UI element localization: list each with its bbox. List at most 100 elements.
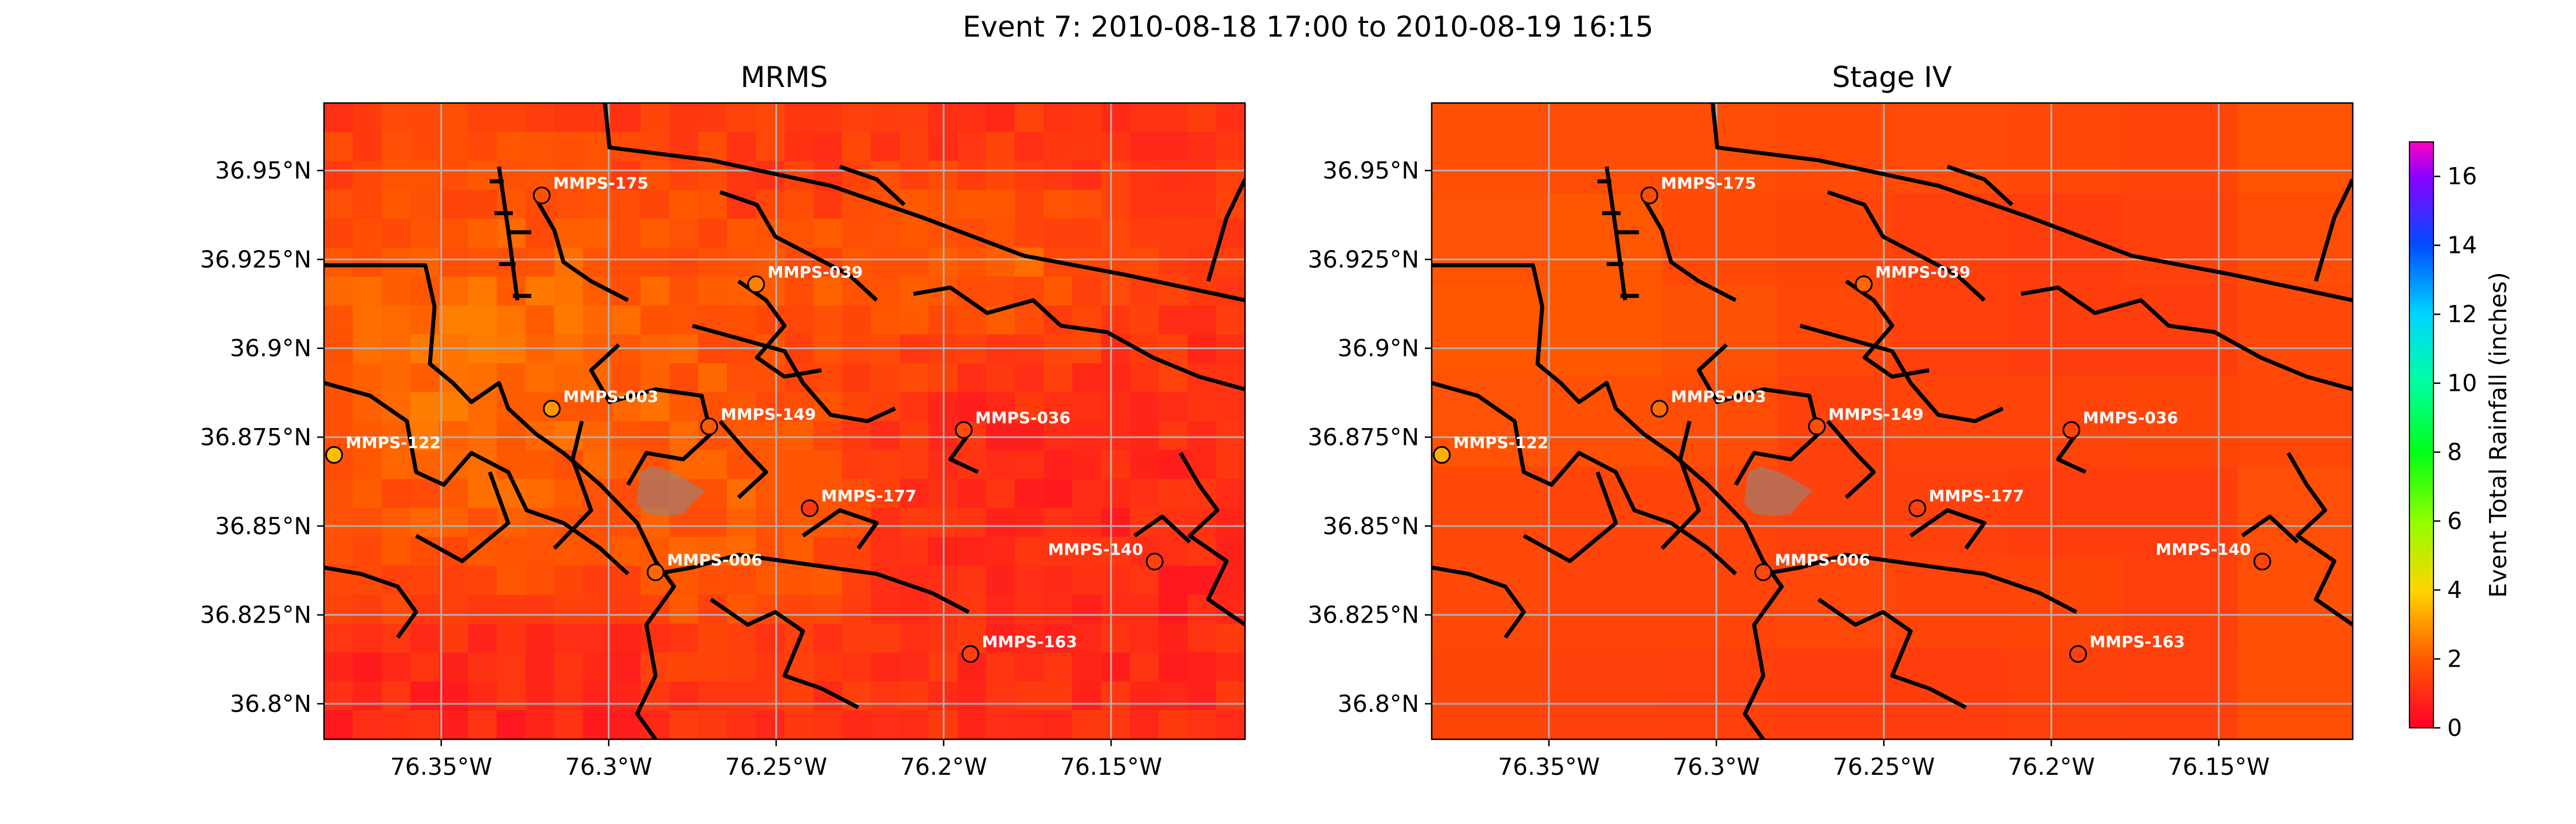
x-tick-label: 76.3°W [565,753,652,781]
shoreline-path [1826,419,1876,499]
raster-cell [410,479,440,509]
raster-cell [842,595,872,624]
shoreline-path [534,197,629,302]
raster-cell [1159,681,1188,711]
shoreline-path [839,164,906,207]
raster-cell [525,103,555,133]
raster-cell [583,652,613,682]
raster-cell [554,652,584,682]
gauge-label: MMPS-177 [821,486,916,505]
gauge-mmps-175[interactable]: MMPS-175 [1640,174,1756,204]
raster-cell [726,508,757,537]
raster-cell [1432,193,1547,286]
raster-cell [353,652,382,682]
shoreline-path [1845,279,1930,379]
raster-cell [468,565,497,596]
raster-cell [439,219,469,248]
raster-cell [1014,681,1044,711]
raster-cell [1187,595,1217,624]
gauge-mmps-036[interactable]: MMPS-036 [955,409,1070,439]
gauge-label: MMPS-163 [982,632,1077,651]
raster-cell [1777,284,1893,377]
gauge-mmps-039[interactable]: MMPS-039 [1855,263,1970,294]
gauge-mmps-122[interactable]: MMPS-122 [325,433,441,464]
raster-cell [554,132,584,161]
gauge-marker [2063,421,2080,439]
raster-cell [957,363,987,393]
gauge-label: MMPS-177 [1929,486,2024,505]
raster-cell [1072,681,1102,711]
y-tick-label: 36.925°N [200,245,311,273]
gauge-mmps-149[interactable]: MMPS-149 [1808,405,1923,435]
raster-cell [756,103,785,133]
gauge-marker [1433,446,1451,464]
raster-cell [784,103,814,133]
gauge-mmps-122[interactable]: MMPS-122 [1433,433,1548,464]
raster-cell [899,219,929,248]
raster-cell [871,132,900,161]
raster-cell [353,247,382,278]
raster-cell [439,189,469,219]
gauge-mmps-177[interactable]: MMPS-177 [800,486,916,517]
raster-cell [1044,219,1073,248]
raster-cell [1159,421,1188,451]
raster-cell [726,652,757,682]
shoreline-path [737,279,822,379]
gauge-mmps-140[interactable]: MMPS-140 [2156,540,2271,571]
gauge-mmps-140[interactable]: MMPS-140 [1048,540,1164,571]
raster-cell [2122,648,2238,739]
raster-cell [986,363,1016,393]
raster-cell [784,421,814,451]
raster-cell [899,652,929,682]
raster-cell [842,479,872,509]
raster-cell [813,276,843,306]
gauge-mmps-039[interactable]: MMPS-039 [747,263,863,294]
x-tick-label: 76.3°W [1673,753,1760,781]
shoreline-path [1523,471,1618,564]
raster-cell [726,363,757,393]
raster-cell [899,450,929,480]
raster-cell [410,681,440,711]
raster-cell [871,595,900,624]
raster-cell [1044,450,1073,480]
raster-cell [410,161,440,191]
shoreline-path [718,419,768,499]
raster-cell [1044,681,1073,711]
raster-cell [1159,652,1188,682]
shoreline-path [948,433,979,474]
raster-cell [353,710,382,739]
raster-cell [698,710,728,739]
raster-cell [1159,161,1188,191]
raster-cell [986,479,1016,509]
raster-cell [381,710,411,739]
gauge-mmps-003[interactable]: MMPS-003 [543,387,658,418]
raster-cell [611,219,641,248]
raster-cell [641,392,670,422]
gauge-mmps-006[interactable]: MMPS-006 [646,550,762,581]
raster-cell [554,681,584,711]
gauge-mmps-149[interactable]: MMPS-149 [700,405,816,435]
raster-cell [324,508,354,537]
raster-cell [583,247,613,278]
raster-cell [583,219,613,248]
raster-cell [1159,479,1188,509]
gauge-mmps-036[interactable]: MMPS-036 [2063,409,2178,439]
raster-cell [1101,710,1131,739]
gauge-mmps-163[interactable]: MMPS-163 [2069,632,2185,663]
gauge-mmps-163[interactable]: MMPS-163 [961,632,1077,663]
raster-cell [1159,132,1188,161]
gauge-mmps-177[interactable]: MMPS-177 [1908,486,2024,517]
raster-cell [813,450,843,480]
raster-cell [353,508,382,537]
gauge-mmps-175[interactable]: MMPS-175 [532,174,649,204]
raster-cell [554,305,584,335]
raster-cell [957,161,987,191]
raster-cell [784,305,814,335]
gauge-mmps-003[interactable]: MMPS-003 [1650,387,1766,418]
raster-cell [1044,508,1073,537]
raster-cell [496,681,526,711]
raster-cell [525,276,555,306]
gauge-mmps-006[interactable]: MMPS-006 [1754,550,1870,581]
raster-cell [669,537,699,566]
gauge-label: MMPS-175 [1661,174,1756,193]
